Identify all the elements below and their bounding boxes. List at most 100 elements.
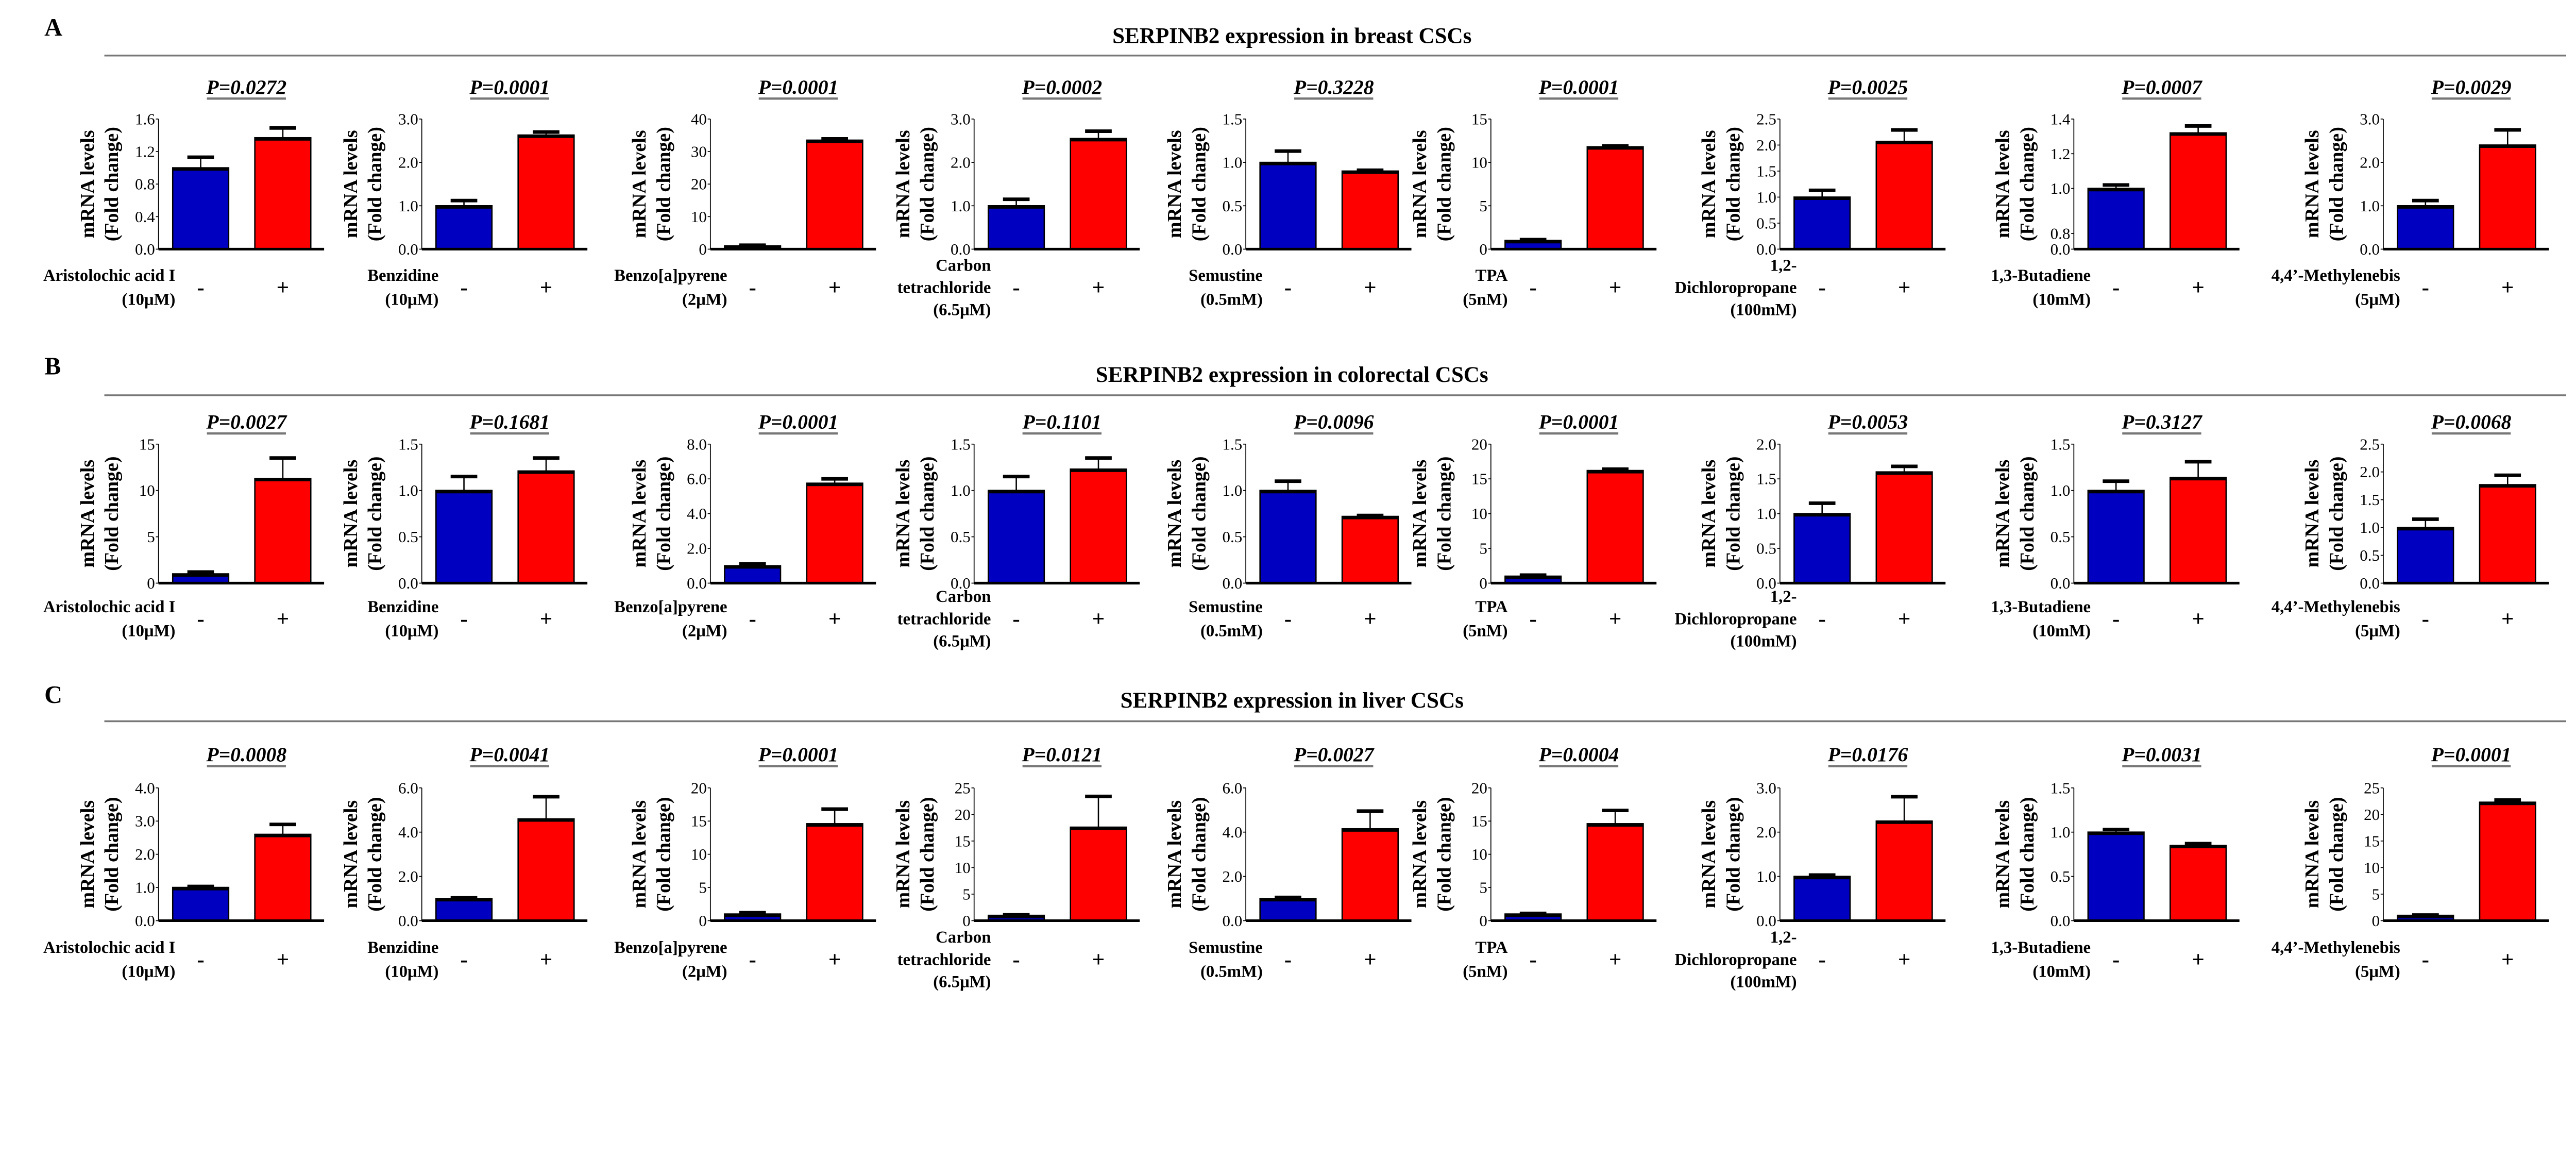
y-tick-label: 1.0	[1222, 154, 1242, 172]
y-tick-label: 1.5	[951, 435, 971, 453]
category-plus: +	[540, 607, 553, 631]
y-tick-label: 2.0	[2360, 463, 2380, 481]
y-tick-label: 0.0	[2360, 574, 2380, 592]
category-plus: +	[828, 948, 841, 972]
category-plus: +	[1898, 607, 1911, 631]
y-axis-label: mRNA levels	[77, 800, 98, 909]
y-tick-label: 0.5	[2050, 528, 2071, 546]
y-tick-label: 1.5	[1222, 110, 1242, 128]
y-tick-label: 10	[139, 481, 155, 499]
category-minus: -	[2422, 607, 2429, 631]
y-tick-label: 2.0	[1756, 435, 1776, 453]
y-tick-label: 1.6	[135, 110, 155, 128]
y-tick-label: 0.0	[687, 574, 707, 592]
treatment-label: (10μM)	[122, 622, 175, 641]
category-plus: +	[2501, 276, 2514, 300]
panel-2: mRNA levels (Fold change) 0.0 1.0 2.0 3.0 P=0.…	[340, 76, 588, 309]
treatment-label: Dichloropropane	[1675, 610, 1797, 628]
y-tick-label: 6.0	[1222, 779, 1242, 797]
y-axis-label: (Fold change)	[1433, 457, 1455, 571]
y-axis-label: mRNA levels	[1992, 130, 2013, 238]
p-value: P=0.3228	[1293, 76, 1374, 98]
bar-treated	[1875, 820, 1933, 921]
y-axis-label: (Fold change)	[1722, 457, 1744, 571]
y-tick-label: 20	[1471, 779, 1487, 797]
treatment-label: Carbon	[936, 928, 991, 947]
treatment-label: (5μM)	[2355, 622, 2400, 641]
bar-control	[724, 565, 782, 584]
y-axis-label: mRNA levels	[892, 130, 914, 238]
treatment-label: (2μM)	[682, 963, 727, 981]
treatment-label: TPA	[1476, 938, 1508, 957]
category-minus: -	[1530, 948, 1537, 972]
y-tick-label: 0	[962, 912, 971, 930]
category-minus: -	[1284, 948, 1292, 972]
category-minus: -	[1284, 607, 1292, 631]
treatment-label: (5nM)	[1463, 963, 1507, 981]
y-axis-label: (Fold change)	[1189, 457, 1210, 571]
bar-treated	[2170, 132, 2227, 250]
y-tick-label: 5	[962, 885, 971, 903]
y-tick-label: 25	[955, 779, 971, 797]
bar-treated	[1586, 823, 1644, 921]
y-tick-label: 15	[691, 812, 707, 830]
y-tick-label: 20	[2364, 806, 2380, 824]
y-tick-label: 1.0	[951, 197, 971, 215]
bar-control	[172, 886, 230, 921]
y-axis-label: mRNA levels	[892, 800, 914, 909]
bar-control	[435, 898, 493, 921]
y-tick-label: 3.0	[2360, 110, 2380, 128]
panel-1: mRNA levels (Fold change) 0.0 1.0 2.0 3.0 4.0 P…	[43, 743, 325, 981]
panel-3: mRNA levels (Fold change) 0 5 10 15 20 P=0.0001…	[614, 743, 876, 981]
y-tick-label: 0.0	[951, 240, 971, 258]
treatment-label: (10mM)	[2032, 963, 2091, 981]
bar-control	[1259, 490, 1317, 584]
y-tick-label: 1.5	[398, 435, 418, 453]
y-tick-label: 10	[1471, 845, 1487, 863]
category-minus: -	[1012, 948, 1020, 972]
y-tick-label: 4.0	[135, 779, 155, 797]
category-plus: +	[277, 948, 290, 972]
y-tick-label: 1.0	[2050, 481, 2071, 499]
category-plus: +	[1609, 276, 1622, 300]
category-minus: -	[2422, 948, 2429, 972]
y-axis-label: mRNA levels	[340, 800, 362, 909]
y-tick-label: 10	[691, 208, 707, 226]
category-minus: -	[197, 276, 204, 300]
y-tick-label: 0.0	[398, 912, 418, 930]
treatment-label: Semustine	[1189, 598, 1263, 616]
y-axis-label: mRNA levels	[77, 130, 98, 238]
y-axis-label: mRNA levels	[1164, 460, 1185, 568]
bar-treated	[517, 470, 575, 584]
y-axis-label: (Fold change)	[1189, 127, 1210, 241]
category-plus: +	[1609, 607, 1622, 631]
y-axis-label: mRNA levels	[2301, 800, 2323, 909]
category-minus: -	[749, 607, 756, 631]
treatment-label: 4,4’-Methylenebis	[2272, 938, 2400, 957]
y-axis-label: mRNA levels	[2301, 460, 2323, 568]
category-minus: -	[749, 948, 756, 972]
y-tick-label: 0.5	[398, 528, 418, 546]
panel-8: mRNA levels (Fold change) 0.0 0.5 1.0 1.5 P=0.…	[1991, 411, 2240, 641]
panel-6: mRNA levels (Fold change) 0 5 10 15 P=0.0001 TP…	[1409, 76, 1657, 309]
y-tick-label: 2.5	[1756, 110, 1776, 128]
y-tick-label: 2.0	[135, 845, 155, 863]
y-tick-label: 2.0	[398, 154, 418, 172]
bar-control	[1793, 196, 1851, 250]
y-axis-label: mRNA levels	[892, 460, 914, 568]
y-tick-label: 0	[1479, 912, 1487, 930]
category-minus: -	[1819, 607, 1826, 631]
bar-treated	[1341, 170, 1399, 250]
category-minus: -	[2422, 276, 2429, 300]
y-axis-label: mRNA levels	[1409, 460, 1431, 568]
category-minus: -	[1819, 948, 1826, 972]
y-axis-label: (Fold change)	[2016, 797, 2038, 912]
y-axis-label: (Fold change)	[364, 127, 386, 241]
y-tick-label: 1.0	[398, 197, 418, 215]
y-tick-label: 40	[691, 110, 707, 128]
p-value: P=0.0001	[758, 743, 839, 766]
p-value: P=0.1101	[1022, 411, 1102, 433]
y-tick-label: 15	[1471, 470, 1487, 488]
bar-treated	[1875, 471, 1933, 584]
panel-7: mRNA levels (Fold change) 0.0 1.0 2.0 3.0 P=0.…	[1675, 743, 1946, 991]
